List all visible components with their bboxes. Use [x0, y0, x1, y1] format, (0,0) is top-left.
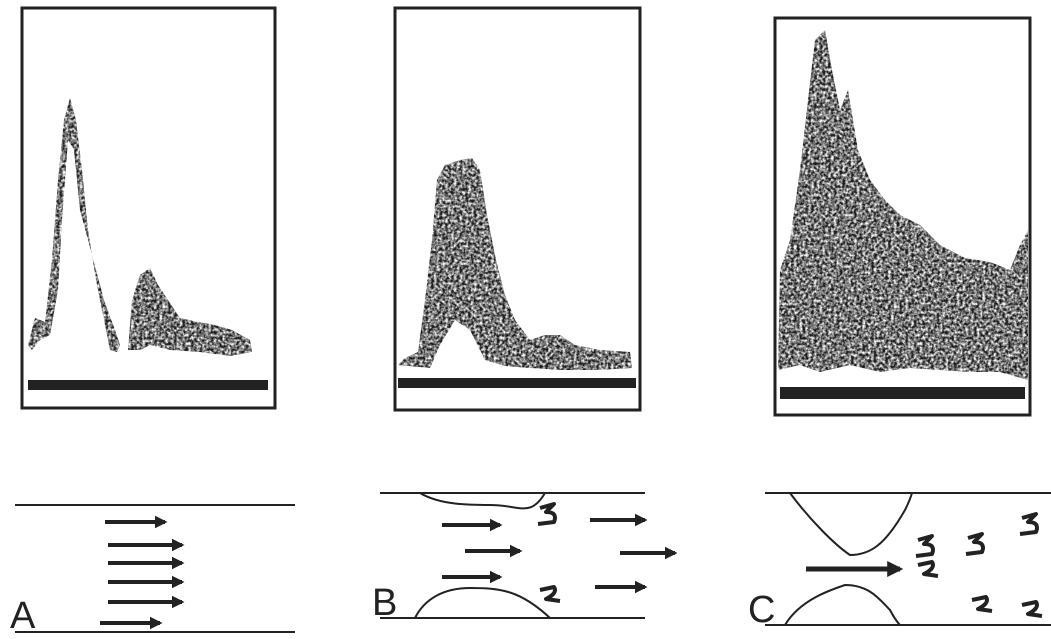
eddy	[1019, 512, 1039, 536]
eddy	[965, 532, 985, 556]
figure-shape	[128, 268, 252, 356]
eddy	[917, 560, 939, 578]
vessel-b	[380, 492, 645, 619]
panel-shape	[28, 380, 268, 390]
figure-shape	[398, 158, 632, 370]
eddy	[915, 534, 935, 558]
eddy	[539, 585, 561, 603]
vessel-a	[15, 504, 295, 633]
figure-shape	[789, 492, 913, 557]
eddy	[537, 502, 557, 526]
figure-shape	[778, 30, 1028, 380]
figure-shape	[784, 583, 901, 626]
spectrum-a	[20, 6, 277, 410]
eddies	[537, 502, 1043, 618]
figure-shape	[28, 98, 120, 352]
eddy	[971, 595, 993, 613]
panel-label: C	[748, 589, 775, 631]
panel-label: B	[372, 582, 397, 624]
spectrum-c	[773, 16, 1032, 417]
spectrum-b	[393, 6, 642, 412]
panel-shape	[398, 378, 636, 388]
panel-label: A	[10, 595, 36, 637]
panel-shape	[780, 387, 1025, 399]
figure-shape	[414, 586, 551, 619]
figure-shape	[419, 492, 546, 510]
flow-arrows	[100, 513, 904, 630]
eddy	[1021, 600, 1043, 618]
vessel-c	[765, 492, 1051, 626]
